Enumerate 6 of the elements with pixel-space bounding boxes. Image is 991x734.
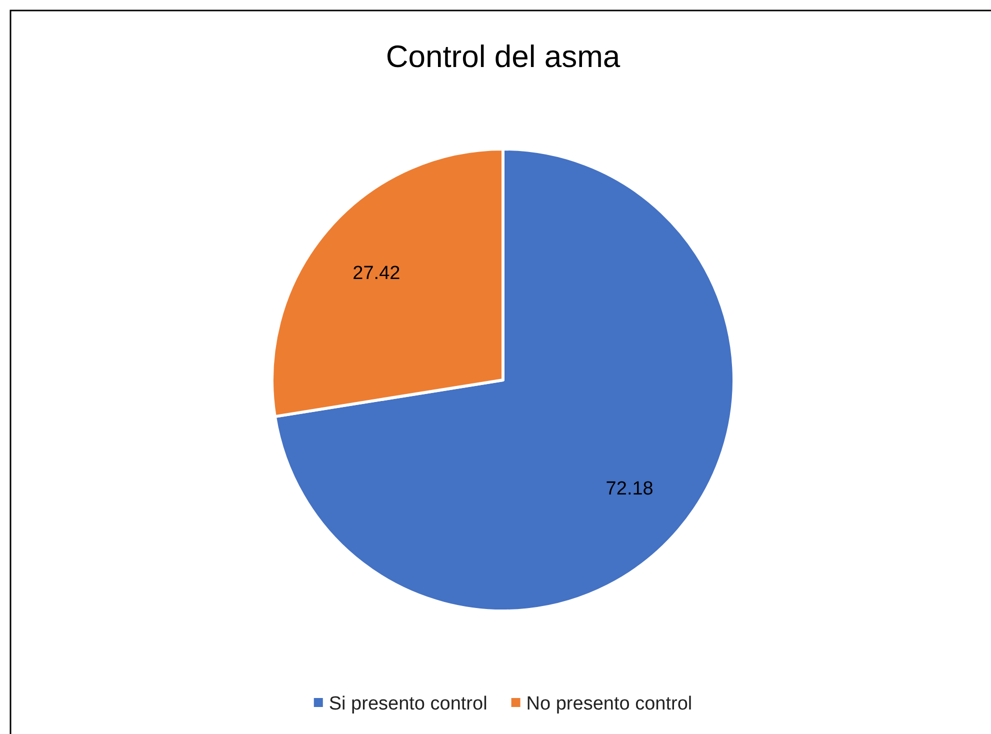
data-label: 72.18: [606, 478, 654, 500]
pie-slice: [273, 148, 736, 612]
chart-title: Control del asma: [386, 39, 621, 74]
legend-label: Si presento control: [328, 694, 488, 715]
legend-label: No presento control: [526, 694, 692, 715]
data-label: 27.42: [352, 262, 400, 284]
